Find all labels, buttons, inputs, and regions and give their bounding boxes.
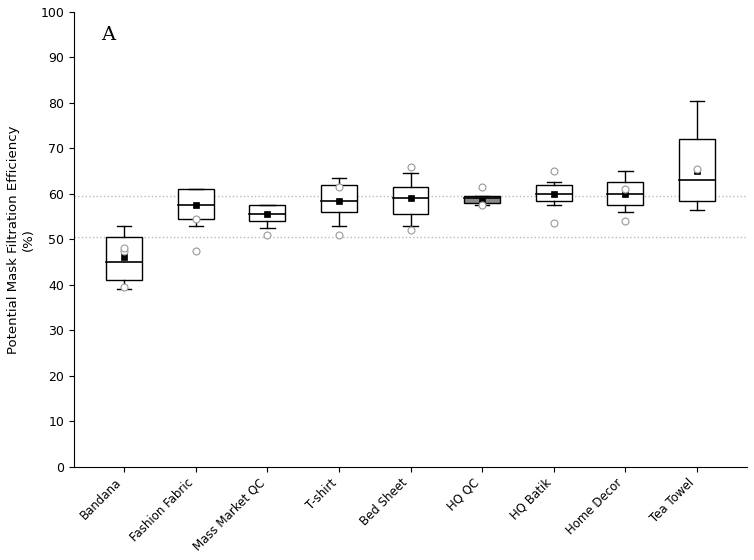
Bar <box>536 185 572 200</box>
Bar <box>106 237 142 280</box>
Bar <box>178 189 213 219</box>
Bar <box>393 187 428 214</box>
Y-axis label: Potential Mask Filtration Efficiency
(%): Potential Mask Filtration Efficiency (%) <box>7 125 35 353</box>
Bar <box>464 196 500 203</box>
Bar <box>679 139 715 200</box>
Bar <box>250 205 285 221</box>
Text: A: A <box>101 26 115 44</box>
Bar <box>608 183 643 205</box>
Bar <box>321 185 357 212</box>
